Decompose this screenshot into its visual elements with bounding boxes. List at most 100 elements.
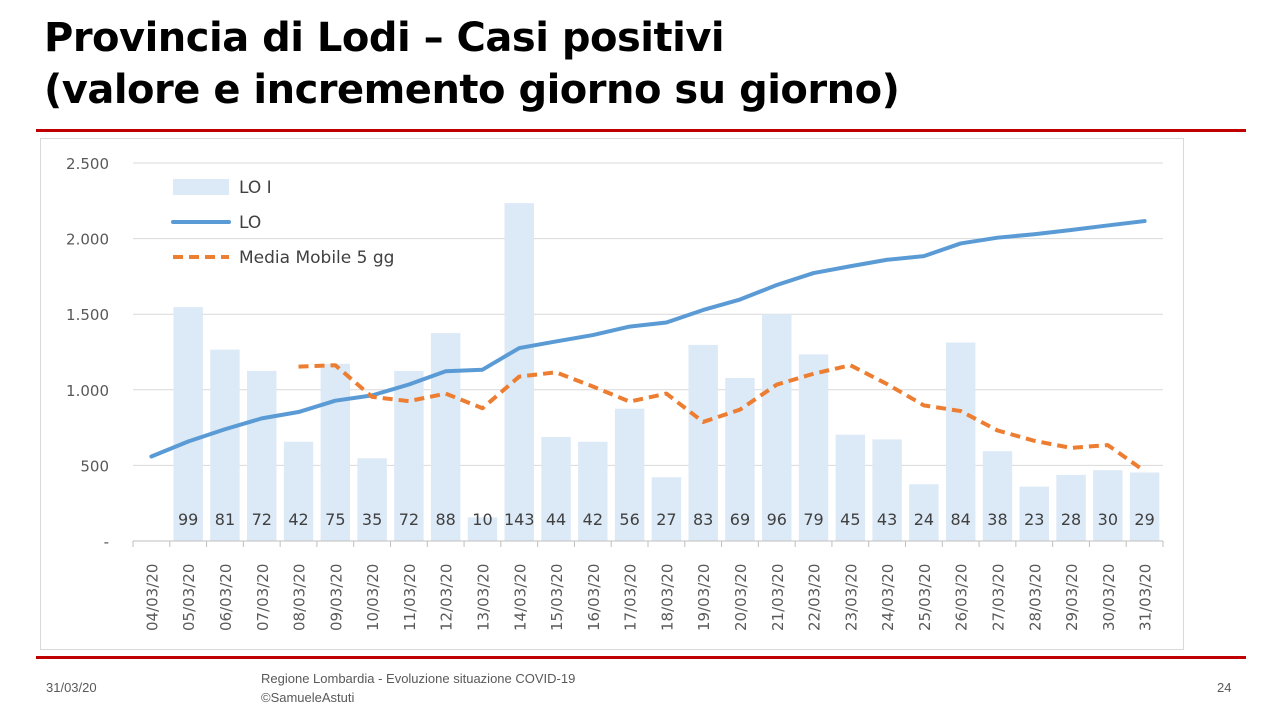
bar [982,451,1013,541]
x-axis-tick-label: 21/03/20 [769,564,787,631]
x-axis-tick-label: 22/03/20 [806,564,824,631]
x-axis-tick-label: 18/03/20 [658,564,676,631]
page-number: 24 [1217,680,1232,695]
bar-data-label: 88 [435,510,455,529]
x-axis-tick-label: 07/03/20 [254,564,272,631]
bar [1019,486,1049,541]
bar-data-label: 43 [877,510,897,529]
bar [430,333,461,541]
x-axis-tick-label: 09/03/20 [327,564,345,631]
bar [320,363,351,541]
bar [651,477,682,541]
bar-data-label: 38 [987,510,1007,529]
slide-title-line2: (valore e incremento giorno su giorno) [44,67,900,113]
x-axis-tick-label: 27/03/20 [989,564,1007,631]
bar [578,441,608,541]
slide-title-line1: Provincia di Lodi – Casi positivi [44,15,725,61]
bar [541,437,571,541]
legend-label-lo: LO [239,213,261,233]
bar-data-label: 81 [215,510,235,529]
bar-data-label: 45 [840,510,860,529]
title-divider [36,129,1246,132]
bar-data-label: 79 [803,510,823,529]
x-axis-tick-label: 06/03/20 [217,564,235,631]
bar-data-label: 42 [288,510,308,529]
left-axis-tick-label: 1.000 [66,382,109,400]
bar-data-label: 30 [1098,510,1118,529]
bar [945,342,976,541]
bar-data-label: 72 [252,510,272,529]
footer-divider [36,656,1246,659]
x-axis-tick-label: 23/03/20 [842,564,860,631]
bar-data-label: 44 [546,510,566,529]
x-axis-tick-label: 11/03/20 [401,564,419,631]
left-axis-tick-label: 2.500 [66,155,109,173]
bar [504,203,534,541]
bar [798,354,829,541]
bar-data-label: 56 [619,510,639,529]
bar-data-label: 23 [1024,510,1044,529]
bar-data-label: 69 [730,510,750,529]
footer-date: 31/03/20 [46,680,97,695]
series-line-lo [149,219,1147,459]
bar-data-label: 42 [583,510,603,529]
left-axis-tick-label: 500 [80,457,109,475]
left-axis-tick-label: 1.500 [66,306,109,324]
bar-data-label: 83 [693,510,713,529]
left-axis-tick-label: - [104,533,109,551]
bar [1129,472,1160,541]
bar-data-label: 29 [1134,510,1154,529]
footer-source-line1: Regione Lombardia - Evoluzione situazion… [261,671,576,686]
bar [1056,474,1086,541]
x-axis-tick-label: 10/03/20 [364,564,382,631]
bar-data-label: 24 [914,510,934,529]
x-axis-tick-label: 04/03/20 [143,564,161,631]
bar [283,441,314,541]
bar-data-label: 28 [1061,510,1081,529]
series-line-media-mobile [298,363,1146,473]
x-axis-tick-label: 05/03/20 [180,564,198,631]
x-axis-tick-label: 14/03/20 [511,564,529,631]
chart-frame: -5001.0001.5002.0002.500-204060801001201… [40,138,1184,650]
bar-data-label: 99 [178,510,198,529]
x-axis-tick-label: 19/03/20 [695,564,713,631]
x-axis-tick-label: 20/03/20 [732,564,750,631]
legend-label-media-mobile: Media Mobile 5 gg [239,248,394,268]
x-axis-tick-label: 29/03/20 [1063,564,1081,631]
x-axis-tick-label: 12/03/20 [438,564,456,631]
slide-title: Provincia di Lodi – Casi positivi (valor… [44,12,900,116]
chart: -5001.0001.5002.0002.500-204060801001201… [66,155,1164,631]
bar [173,307,203,541]
x-axis-tick-label: 25/03/20 [916,564,934,631]
bar-data-label: 84 [950,510,970,529]
bar-data-label: 27 [656,510,676,529]
x-axis-tick-label: 17/03/20 [622,564,640,631]
x-axis-tick-label: 16/03/20 [585,564,603,631]
bar-data-label: 72 [399,510,419,529]
bar [909,484,939,541]
bar [688,344,718,541]
legend-swatch-lo-i [173,179,229,195]
legend-label-lo-i: LO I [239,178,272,198]
bar-data-label: 10 [472,510,492,529]
x-axis-tick-label: 24/03/20 [879,564,897,631]
x-axis-tick-label: 13/03/20 [474,564,492,631]
bar-data-label: 75 [325,510,345,529]
x-axis-tick-label: 28/03/20 [1026,564,1044,631]
bar-data-label: 143 [504,510,535,529]
bar [1093,470,1123,541]
footer-source: Regione Lombardia - Evoluzione situazion… [261,669,575,707]
x-axis-tick-label: 30/03/20 [1100,564,1118,631]
bar [614,408,645,541]
x-axis-tick-label: 08/03/20 [291,564,309,631]
left-axis-tick-label: 2.000 [66,231,109,249]
x-axis-tick-label: 31/03/20 [1137,564,1155,631]
bar [872,439,902,541]
bar [210,349,240,541]
bar [247,370,277,541]
x-axis-tick-label: 26/03/20 [953,564,971,631]
footer-source-line2: ©SamueleAstuti [261,690,355,705]
x-axis-tick-label: 15/03/20 [548,564,566,631]
bar [762,314,792,541]
bar [357,458,387,541]
